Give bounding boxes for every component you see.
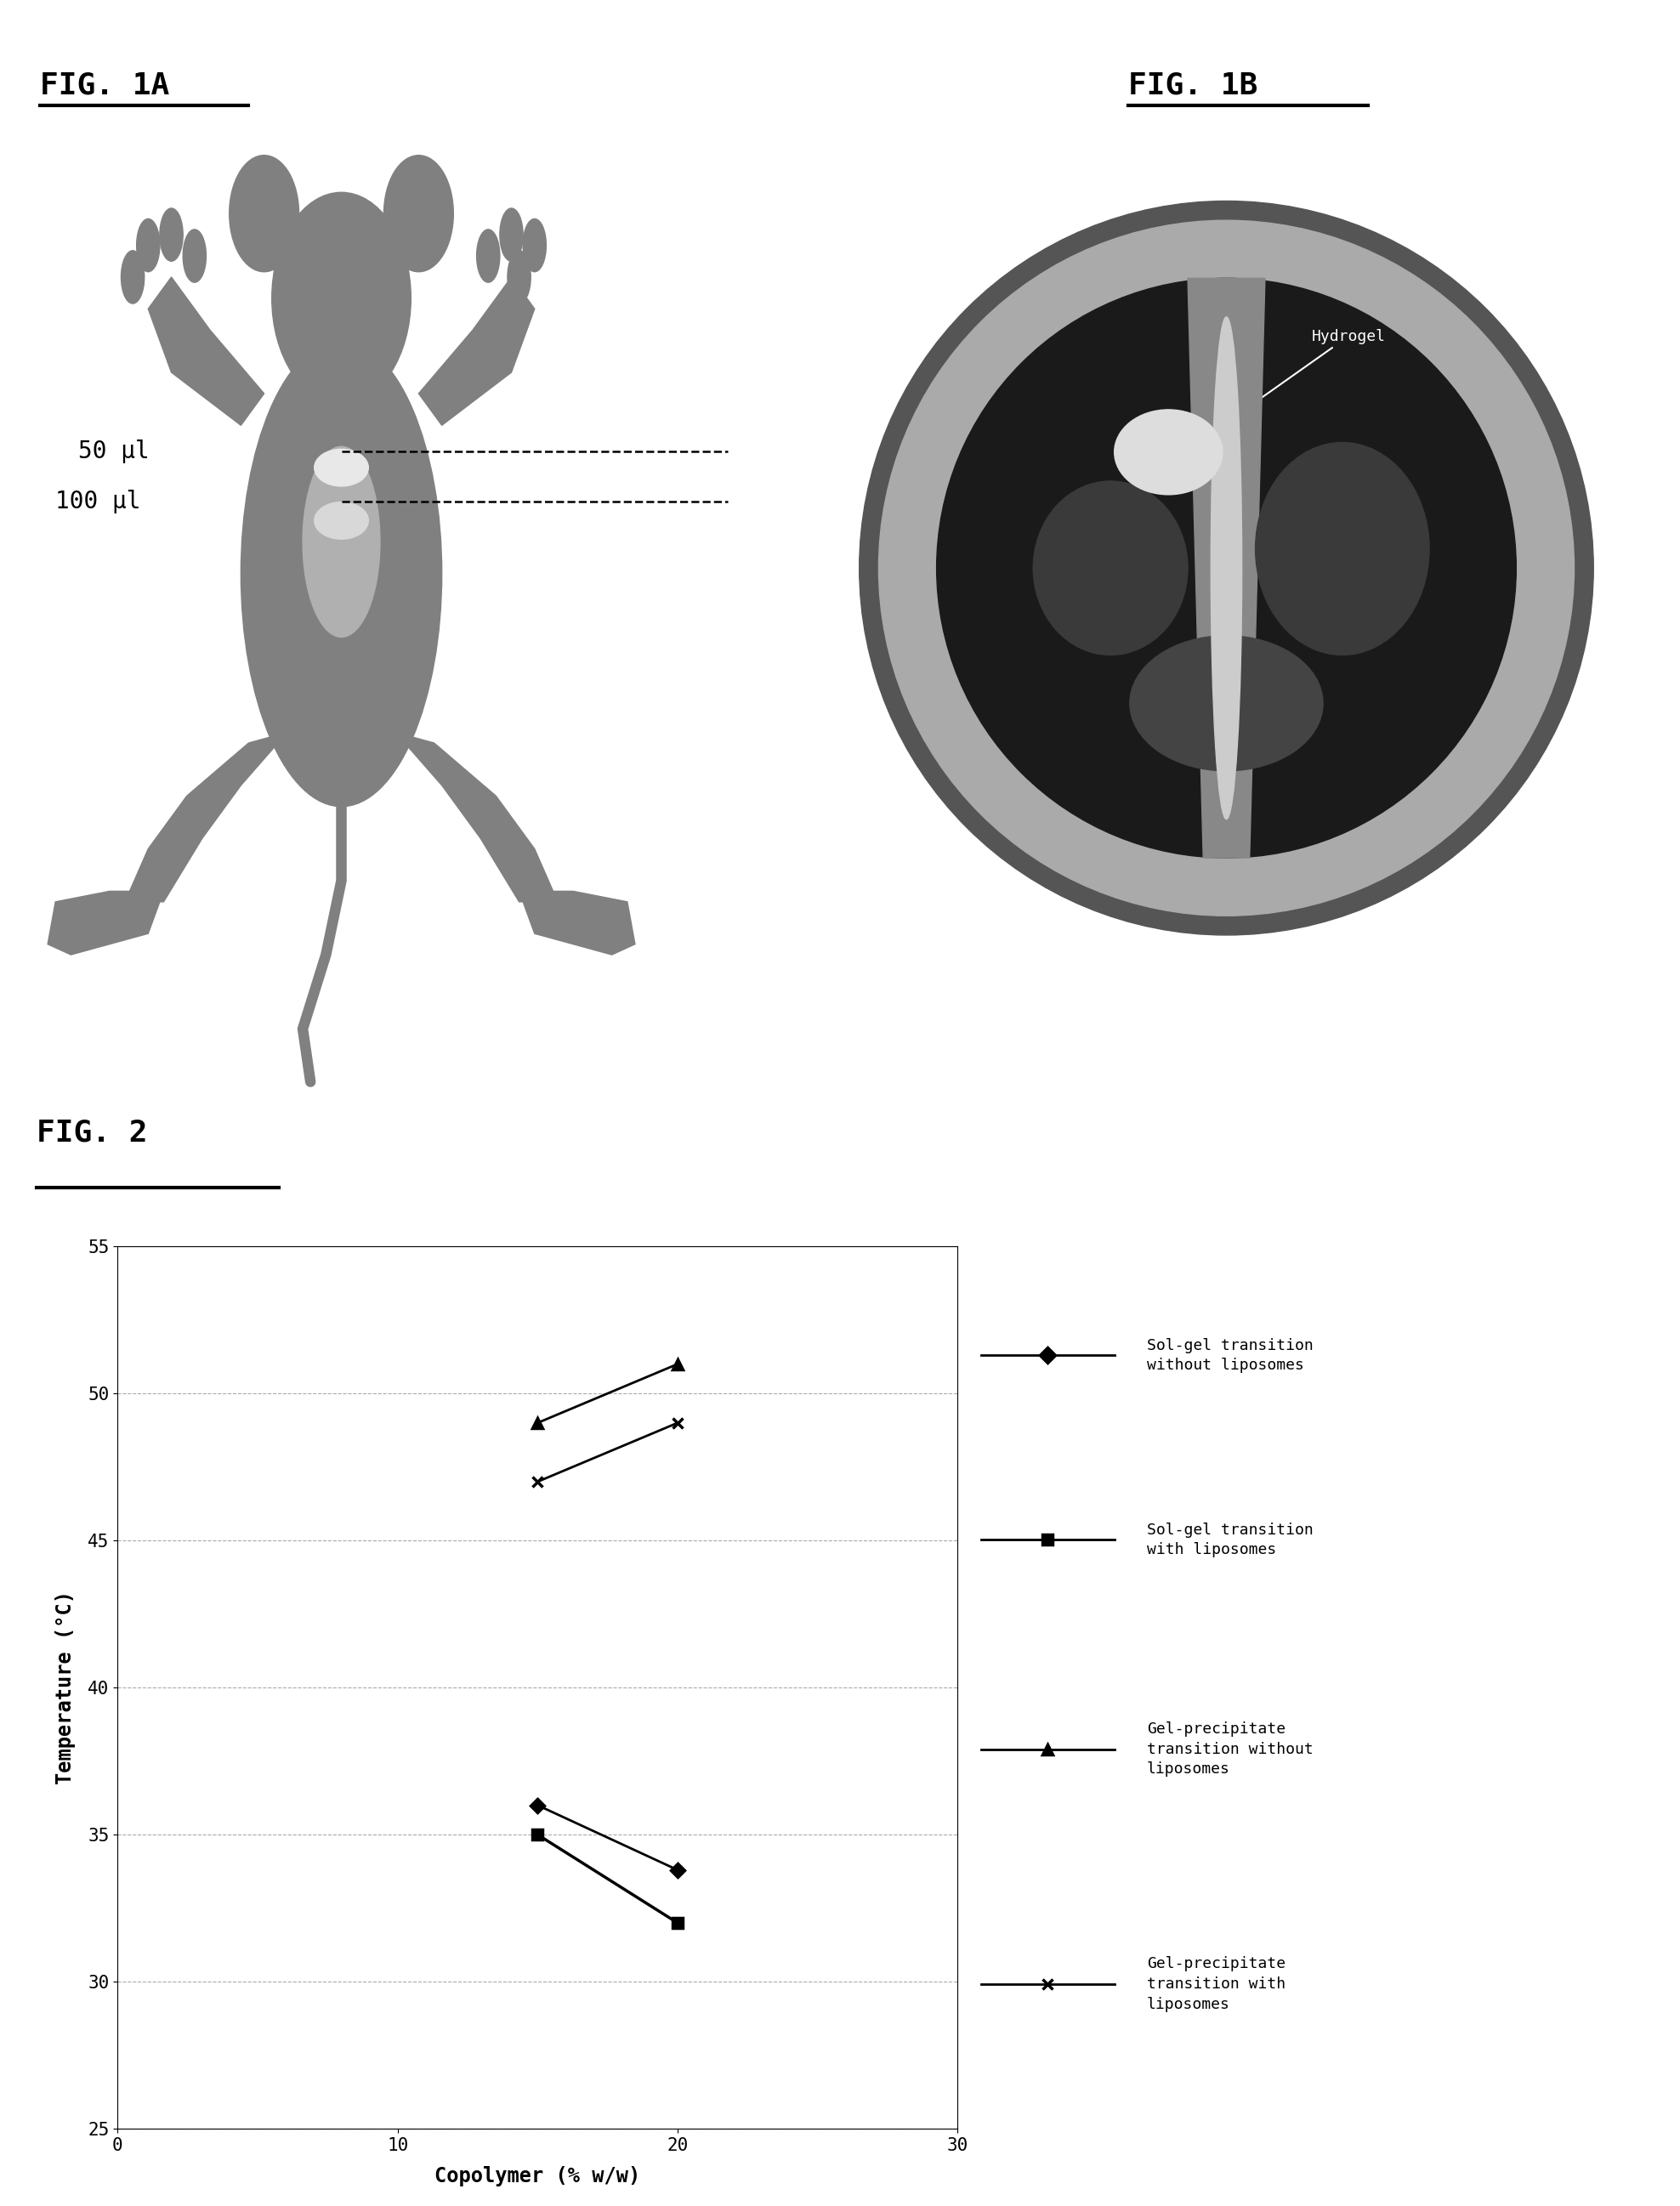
Ellipse shape (314, 503, 368, 538)
X-axis label: Copolymer (% w/w): Copolymer (% w/w) (435, 2166, 640, 2186)
Ellipse shape (272, 192, 412, 404)
Text: Scan: 12
Slice: 413
Echo: 1/1
RARE (pvm)
TR: 2578 ms
TE: 19.5 ms
FA: 180.0 deg
T: Scan: 12 Slice: 413 Echo: 1/1 RARE (pvm)… (852, 885, 911, 924)
Ellipse shape (228, 154, 299, 271)
Circle shape (936, 278, 1515, 858)
Ellipse shape (183, 229, 207, 282)
Polygon shape (395, 732, 558, 902)
Text: Sol-gel transition
with liposomes: Sol-gel transition with liposomes (1147, 1522, 1314, 1557)
Text: 50 µl: 50 µl (79, 439, 150, 463)
Ellipse shape (136, 218, 160, 271)
Polygon shape (519, 891, 635, 955)
Ellipse shape (302, 446, 380, 638)
Text: BRUKER BioSpec 9421
Date: 29 Jan 2014
Time: 15:17: BRUKER BioSpec 9421 Date: 29 Jan 2014 Ti… (1541, 212, 1601, 227)
Text: FIG. 1A: FIG. 1A (40, 71, 170, 99)
Ellipse shape (1033, 481, 1188, 655)
Y-axis label: Temperature (°C): Temperature (°C) (55, 1591, 76, 1785)
Ellipse shape (522, 218, 546, 271)
Polygon shape (47, 891, 163, 955)
Ellipse shape (501, 207, 522, 260)
Ellipse shape (383, 154, 454, 271)
Ellipse shape (1129, 635, 1322, 770)
Circle shape (879, 221, 1574, 915)
Ellipse shape (1255, 443, 1430, 655)
Text: Hydrogel: Hydrogel (1200, 329, 1386, 441)
Text: 100 µl: 100 µl (55, 490, 141, 514)
Ellipse shape (121, 251, 144, 304)
Text: Gel-precipitate
transition with
liposomes: Gel-precipitate transition with liposome… (1147, 1957, 1285, 2012)
Text: Gel-precipitate
transition without
liposomes: Gel-precipitate transition without lipos… (1147, 1721, 1314, 1778)
Polygon shape (124, 732, 287, 902)
Ellipse shape (160, 207, 183, 260)
Polygon shape (418, 278, 534, 426)
Polygon shape (148, 278, 264, 426)
Ellipse shape (1211, 318, 1242, 818)
Text: SI 0.60/0.80 mm
FOV 2.56 cm
MTX 256
Pos -7.45 mm F
Mouse: 2
TurboRARE-T2: hr 1: SI 0.60/0.80 mm FOV 2.56 cm MTX 256 Pos … (1554, 896, 1601, 924)
Text: FIG. 2: FIG. 2 (37, 1118, 148, 1147)
Ellipse shape (240, 340, 442, 807)
Text: Helmholtz Zentrum Muenchen
Hydrogel
Hydrogel
F 5.0 kg: Helmholtz Zentrum Muenchen Hydrogel Hydr… (852, 212, 934, 232)
Text: Sol-gel transition
without liposomes: Sol-gel transition without liposomes (1147, 1337, 1314, 1372)
Polygon shape (1188, 278, 1265, 858)
Text: FIG. 1B: FIG. 1B (1127, 71, 1257, 99)
Circle shape (858, 201, 1593, 935)
Ellipse shape (507, 251, 531, 304)
Ellipse shape (477, 229, 501, 282)
Ellipse shape (1114, 410, 1223, 494)
Ellipse shape (314, 450, 368, 485)
